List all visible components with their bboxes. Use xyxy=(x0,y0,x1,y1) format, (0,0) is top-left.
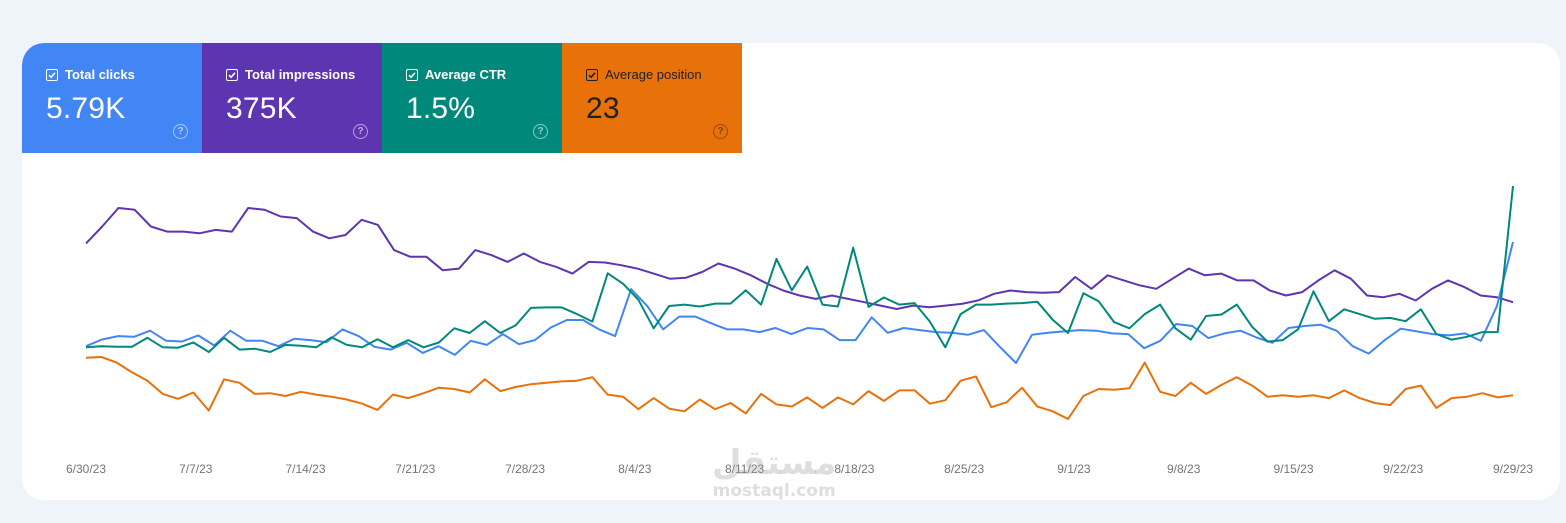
x-tick-label: 7/7/23 xyxy=(179,462,213,476)
tile-label: Average CTR xyxy=(425,67,507,82)
help-icon[interactable]: ? xyxy=(713,124,728,139)
tile-average-ctr[interactable]: Average CTR 1.5% ? xyxy=(382,43,562,153)
x-tick-label: 7/14/23 xyxy=(285,462,325,476)
tile-header: Total impressions xyxy=(226,67,355,82)
help-icon[interactable]: ? xyxy=(533,124,548,139)
tile-label: Average position xyxy=(605,67,702,82)
checkbox-checked-icon[interactable] xyxy=(406,68,418,81)
tile-total-clicks[interactable]: Total clicks 5.79K ? xyxy=(22,43,202,153)
tile-value: 5.79K xyxy=(46,92,126,125)
x-tick-label: 7/28/23 xyxy=(505,462,545,476)
help-icon[interactable]: ? xyxy=(353,124,368,139)
tile-total-impressions[interactable]: Total impressions 375K ? xyxy=(202,43,382,153)
series-line-ctr xyxy=(85,185,1514,353)
tile-value: 23 xyxy=(586,92,620,125)
x-tick-label: 9/8/23 xyxy=(1167,462,1201,476)
series-lines xyxy=(85,185,1514,420)
x-tick-label: 9/22/23 xyxy=(1383,462,1423,476)
tile-value: 1.5% xyxy=(406,92,476,125)
x-tick-label: 9/1/23 xyxy=(1057,462,1091,476)
x-axis-ticks: 6/30/23 7/7/23 7/14/23 7/21/23 7/28/23 8/4/23… xyxy=(66,462,1533,476)
x-tick-label: 8/18/23 xyxy=(834,462,874,476)
tile-header: Average position xyxy=(586,67,702,82)
x-tick-label: 7/21/23 xyxy=(395,462,435,476)
x-tick-label: 8/25/23 xyxy=(944,462,984,476)
x-tick-label: 9/29/23 xyxy=(1493,462,1533,476)
performance-card: Total clicks 5.79K ? Total impressions 3… xyxy=(22,43,1560,500)
tile-label: Total clicks xyxy=(65,67,135,82)
x-tick-label: 6/30/23 xyxy=(66,462,106,476)
tile-header: Average CTR xyxy=(406,67,506,82)
metric-tiles: Total clicks 5.79K ? Total impressions 3… xyxy=(22,43,742,153)
tile-label: Total impressions xyxy=(245,67,356,82)
series-line-position xyxy=(85,356,1514,420)
tile-average-position[interactable]: Average position 23 ? xyxy=(562,43,742,153)
checkbox-checked-icon[interactable] xyxy=(46,68,58,81)
performance-line-chart: 6/30/23 7/7/23 7/14/23 7/21/23 7/28/23 8/4/23… xyxy=(66,185,1533,476)
checkbox-checked-icon[interactable] xyxy=(586,68,598,81)
tile-value: 375K xyxy=(226,92,297,125)
checkbox-checked-icon[interactable] xyxy=(226,68,238,81)
series-line-impressions xyxy=(85,207,1514,310)
x-tick-label: 8/4/23 xyxy=(618,462,652,476)
x-tick-label: 9/15/23 xyxy=(1273,462,1313,476)
help-icon[interactable]: ? xyxy=(173,124,188,139)
x-tick-label: 8/11/23 xyxy=(725,462,764,476)
tile-header: Total clicks xyxy=(46,67,135,82)
